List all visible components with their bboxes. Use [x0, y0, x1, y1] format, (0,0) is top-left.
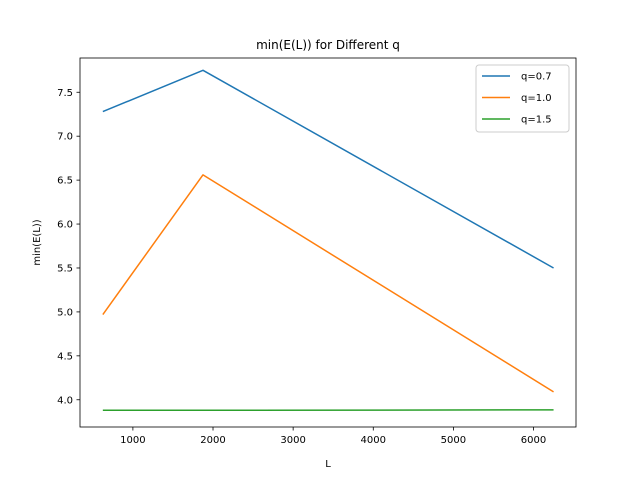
y-tick-label: 7.5 [57, 88, 73, 99]
x-tick-label: 1000 [120, 435, 145, 446]
y-tick-label: 5.0 [57, 307, 73, 318]
series-line-q=1.0 [102, 174, 554, 393]
x-axis-label: L [325, 459, 331, 470]
legend-box [475, 64, 570, 133]
legend-label: q=0.7 [521, 72, 552, 83]
series-layer [102, 69, 554, 412]
y-tick-label: 5.5 [57, 263, 73, 274]
legend: q=0.7 q=1.0 q=1.5 [475, 64, 570, 133]
legend-label: q=1.0 [521, 93, 552, 104]
y-tick-label: 6.5 [57, 176, 73, 187]
series-line-q=0.7 [102, 69, 554, 269]
y-tick-label: 7.0 [57, 132, 73, 143]
x-tick-label: 3000 [280, 435, 305, 446]
y-tick-label: 6.0 [57, 220, 73, 231]
plot-frame [79, 57, 577, 428]
x-tick-label: 6000 [521, 435, 546, 446]
y-tick-label: 4.0 [57, 395, 73, 406]
x-tick-label: 2000 [200, 435, 225, 446]
x-tick-label: 5000 [441, 435, 466, 446]
x-axis-ticks: 1000 2000 3000 4000 5000 6000 [120, 427, 546, 446]
x-tick-label: 4000 [361, 435, 386, 446]
y-axis-ticks: 4.0 4.5 5.0 5.5 6.0 6.5 7.0 7.5 [57, 88, 80, 406]
chart-title: min(E(L)) for Different q [256, 38, 400, 52]
y-tick-label: 4.5 [57, 351, 73, 362]
y-axis-label: min(E(L)) [32, 219, 43, 265]
legend-label: q=1.5 [521, 115, 552, 126]
